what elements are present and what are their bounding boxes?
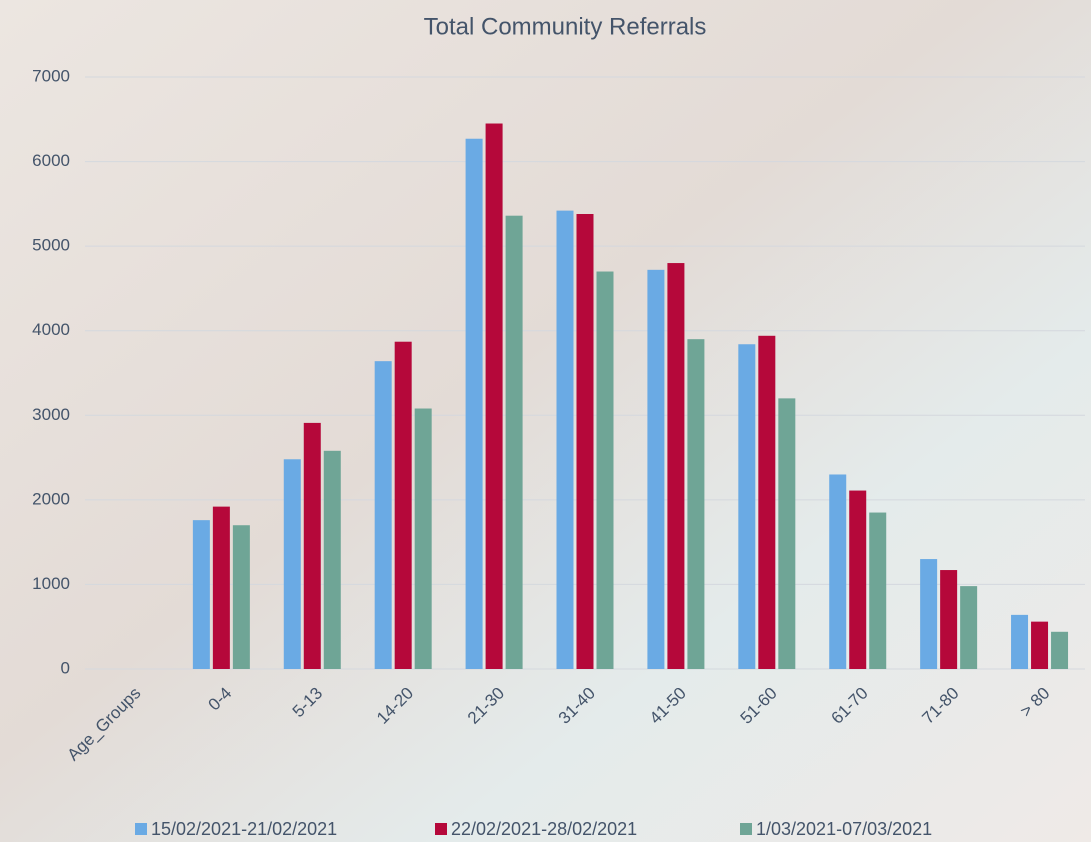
bar [213, 507, 230, 669]
y-tick-label: 7000 [32, 66, 70, 85]
page: {"chart_data": {"type": "bar", "title": … [0, 0, 1091, 847]
bar [1031, 622, 1048, 669]
bar [466, 139, 483, 669]
bar [738, 344, 755, 669]
bar [395, 342, 412, 669]
bar [778, 398, 795, 669]
legend-swatch [435, 823, 447, 835]
bar [1051, 632, 1068, 669]
legend-swatch [740, 823, 752, 835]
bar [557, 211, 574, 669]
legend-label: 1/03/2021-07/03/2021 [756, 819, 932, 839]
y-tick-label: 2000 [32, 489, 70, 508]
bar [687, 339, 704, 669]
bar [506, 216, 523, 669]
bar [284, 459, 301, 669]
bar [486, 124, 503, 669]
bar [415, 409, 432, 669]
y-tick-label: 5000 [32, 236, 70, 255]
bar [667, 263, 684, 669]
bar [304, 423, 321, 669]
bar [324, 451, 341, 669]
bar [597, 272, 614, 669]
bar [869, 513, 886, 669]
y-tick-label: 0 [61, 658, 70, 677]
bar [940, 570, 957, 669]
legend-swatch [135, 823, 147, 835]
bar [577, 214, 594, 669]
bar [960, 586, 977, 669]
legend-label: 15/02/2021-21/02/2021 [151, 819, 337, 839]
y-tick-label: 1000 [32, 574, 70, 593]
bar [193, 520, 210, 669]
chart-title: Total Community Referrals [424, 13, 707, 40]
legend-label: 22/02/2021-28/02/2021 [451, 819, 637, 839]
bar [375, 361, 392, 669]
bar [1011, 615, 1028, 669]
bar [920, 559, 937, 669]
chart: Total Community Referrals 0 1000 2000 3000 4… [0, 0, 1091, 842]
y-tick-label: 4000 [32, 320, 70, 339]
bar [647, 270, 664, 669]
bar [233, 525, 250, 669]
bar [758, 336, 775, 669]
bar [829, 474, 846, 669]
y-tick-label: 6000 [32, 151, 70, 170]
bar [849, 491, 866, 669]
y-tick-label: 3000 [32, 405, 70, 424]
